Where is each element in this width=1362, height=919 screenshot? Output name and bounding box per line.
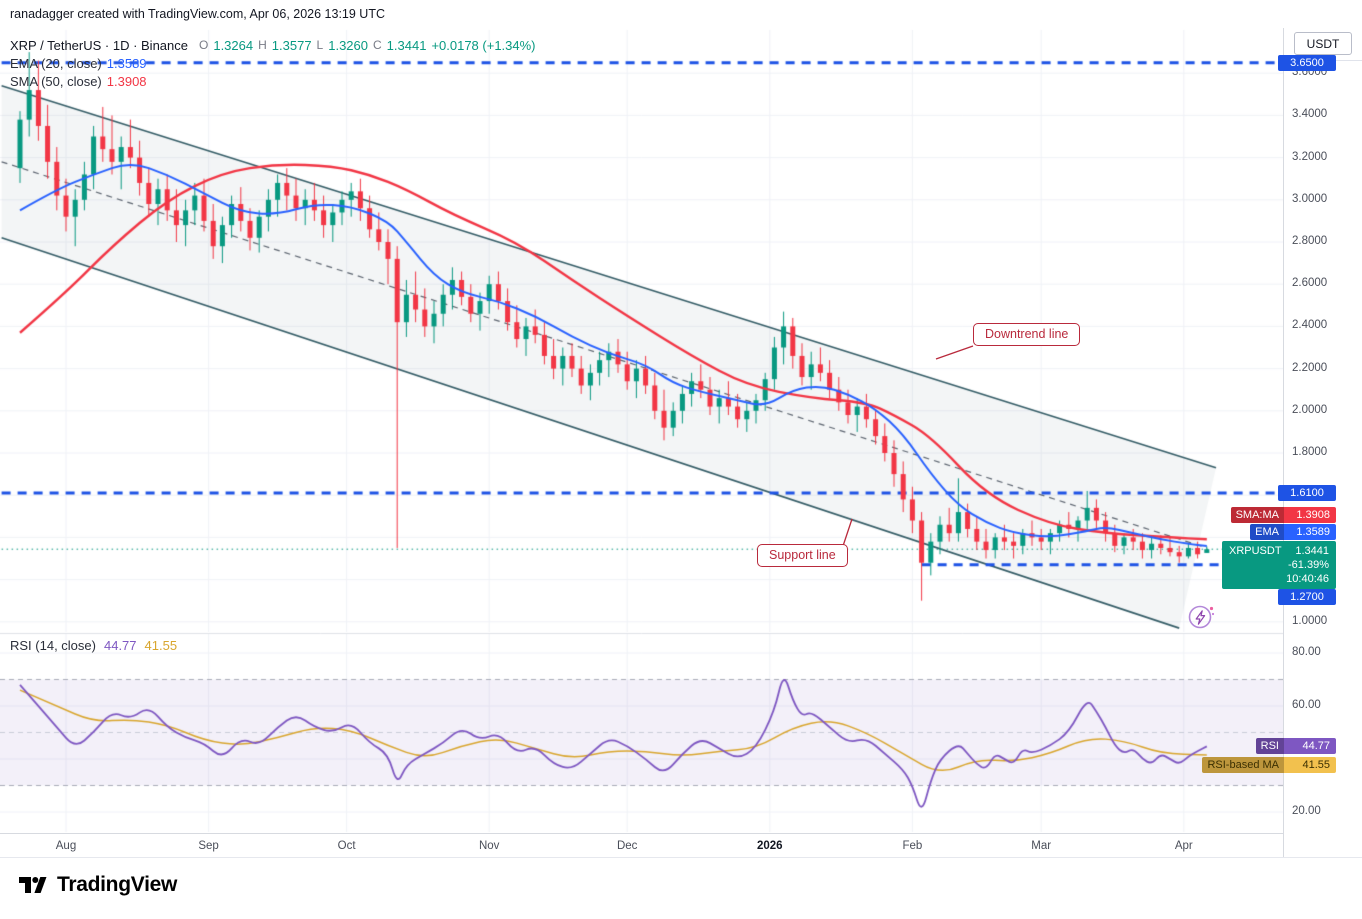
price-tick-label: 1.0000 [1292, 614, 1328, 627]
rsi-legend-row[interactable]: RSI (14, close) 44.77 41.55 [10, 638, 177, 653]
rsi-tick-label: 60.00 [1292, 699, 1321, 711]
flash-icon[interactable] [1187, 603, 1215, 631]
price-tick-label: 1.8000 [1292, 446, 1328, 458]
tradingview-logo-icon [19, 877, 47, 893]
tradingview-logo[interactable]: TradingView [18, 873, 177, 897]
low-label: L [316, 38, 324, 52]
ema-price-badge: EMA 1.3589 [1250, 524, 1336, 541]
ema-label: EMA (20, close) [10, 55, 102, 71]
price-tick-label: 2.4000 [1292, 319, 1328, 332]
sma-value: 1.3908 [106, 73, 147, 89]
low-value: 1.3260 [328, 37, 368, 53]
attribution-text: ranadagger created with TradingView.com,… [10, 7, 385, 21]
price-tick-label: 2.2000 [1292, 361, 1328, 374]
sma-badge-chip: SMA:MA [1230, 507, 1284, 524]
cluster-countdown: 10:40:46 [1286, 573, 1329, 586]
sma-legend-row[interactable]: SMA (50, close) 1.3908 [10, 72, 536, 90]
high-value: 1.3577 [271, 37, 312, 53]
time-axis-label: Dec [616, 840, 638, 852]
tradingview-wordmark: TradingView [57, 873, 178, 896]
ema-legend-row[interactable]: EMA (20, close) 1.3589 [10, 54, 536, 72]
level-badge-1-61[interactable]: 1.6100 [1278, 485, 1336, 502]
time-axis[interactable]: Aug Sep Oct Nov Dec 2026 Feb Mar Apr [0, 833, 1283, 858]
rsi-value-badge: RSI 44.77 [1255, 738, 1336, 755]
time-axis-label: Mar [1031, 840, 1052, 852]
time-axis-label: Apr [1174, 840, 1193, 852]
rsi-ma-value-badge: RSI-based MA 41.55 [1202, 757, 1336, 774]
chart-legend: XRP / TetherUS · 1D · Binance O 1.3264 H… [10, 36, 536, 90]
time-axis-label: Aug [55, 840, 77, 852]
rsi-ma-badge-chip: RSI-based MA [1202, 757, 1284, 774]
ema-badge-chip: EMA [1250, 524, 1284, 541]
time-axis-label: Feb [902, 840, 923, 852]
high-label: H [258, 38, 267, 52]
sma-badge-value: 1.3908 [1296, 509, 1330, 522]
time-axis-label: Oct [337, 840, 356, 852]
price-tick-label: 2.6000 [1292, 277, 1328, 290]
time-axis-label: Sep [198, 840, 219, 852]
footer: TradingView [0, 857, 1362, 919]
rsi-ma-value: 41.55 [144, 638, 178, 653]
price-tick-label: 2.0000 [1292, 403, 1328, 416]
ema-badge-value: 1.3589 [1296, 526, 1330, 539]
price-tick-label: 2.8000 [1292, 235, 1328, 247]
close-value: 1.3441 [386, 37, 427, 53]
cluster-change: -61.39% [1288, 559, 1329, 572]
price-tick-label: 3.2000 [1292, 150, 1328, 163]
price-tick-label: 3.0000 [1292, 192, 1328, 205]
price-axis[interactable]: USDT 3.6000 3.4000 3.2000 3.0000 2.8000 2.600… [1283, 28, 1362, 857]
cluster-symbol: XRPUSDT [1229, 545, 1282, 558]
price-tick-label: 3.4000 [1292, 108, 1328, 121]
rsi-ma-badge-value: 41.55 [1302, 759, 1330, 772]
change-value: +0.0178 (+1.34%) [431, 37, 536, 53]
close-label: C [373, 38, 382, 52]
cluster-price: 1.3441 [1295, 545, 1329, 558]
support-line-callout[interactable]: Support line [757, 544, 848, 567]
level-badge-1-27[interactable]: 1.2700 [1278, 589, 1336, 606]
rsi-label: RSI (14, close) [10, 638, 96, 653]
time-axis-label: Nov [478, 840, 500, 852]
symbol-title[interactable]: XRP / TetherUS · 1D · Binance [10, 37, 188, 53]
rsi-tick-label: 80.00 [1292, 646, 1321, 658]
rsi-badge-value: 44.77 [1302, 740, 1330, 753]
last-price-badge: XRPUSDT 1.3441 -61.39% 10:40:46 [1222, 541, 1336, 590]
open-value: 1.3264 [213, 37, 254, 53]
symbol-legend-row[interactable]: XRP / TetherUS · 1D · Binance O 1.3264 H… [10, 36, 536, 54]
rsi-value: 44.77 [103, 638, 137, 653]
rsi-badge-chip: RSI [1255, 738, 1284, 755]
price-unit-label[interactable]: USDT [1294, 32, 1352, 55]
ema-value: 1.3589 [106, 55, 147, 71]
open-label: O [199, 38, 209, 52]
attribution-bar: ranadagger created with TradingView.com,… [0, 0, 1362, 28]
level-badge-3-65[interactable]: 3.6500 [1278, 54, 1336, 71]
sma-label: SMA (50, close) [10, 73, 102, 89]
rsi-tick-label: 20.00 [1292, 805, 1321, 817]
time-axis-label: 2026 [757, 840, 783, 852]
sma-price-badge: SMA:MA 1.3908 [1230, 507, 1336, 524]
downtrend-line-callout[interactable]: Downtrend line [973, 323, 1081, 346]
